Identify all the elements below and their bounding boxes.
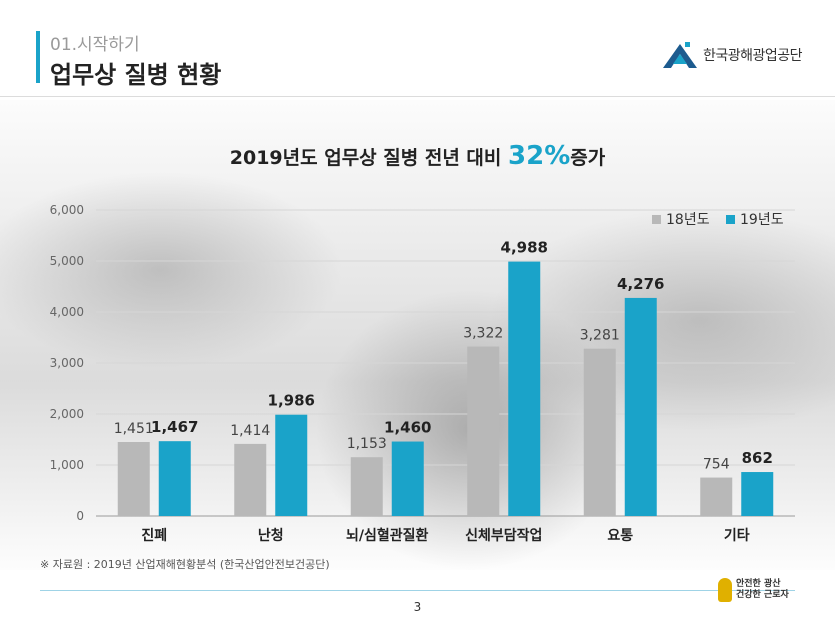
x-tick-label: 진폐 [141, 527, 167, 544]
bar-2019 [391, 441, 424, 516]
logo-icon [663, 42, 697, 68]
chart-heading-prefix: 2019년도 업무상 질병 전년 대비 [229, 147, 509, 169]
title-accent-bar [36, 31, 40, 83]
chart-heading-suffix: 증가 [570, 147, 606, 169]
x-tick-label: 뇌/심혈관질환 [346, 527, 429, 544]
bar-2019 [624, 297, 657, 516]
data-label: 862 [742, 449, 773, 467]
bar-2019 [158, 441, 191, 516]
bar-2018 [117, 441, 150, 516]
data-label: 1,467 [151, 418, 198, 436]
chart-heading: 2019년도 업무상 질병 전년 대비 32%증가 [0, 141, 835, 171]
footer-divider [40, 590, 795, 591]
source-note: ※ 자료원 : 2019년 산업재해현황분석 (한국산업안전보건공단) [40, 558, 330, 571]
legend-label: 19년도 [740, 212, 784, 228]
x-tick-label: 기타 [724, 528, 750, 544]
legend-swatch [652, 215, 661, 224]
y-tick-label: 6,000 [50, 203, 84, 217]
slogan-line-1: 안전한 광산 [736, 579, 781, 589]
logo-text: 한국광해광업공단 [703, 48, 803, 64]
legend-label: 18년도 [666, 212, 710, 228]
header-divider [0, 96, 835, 97]
bar-2019 [508, 261, 541, 516]
x-tick-label: 요통 [607, 528, 633, 544]
data-label: 4,988 [501, 239, 548, 257]
data-label: 754 [703, 457, 730, 473]
y-tick-label: 5,000 [50, 254, 84, 268]
bar-2018 [700, 477, 733, 516]
data-label: 1,460 [384, 419, 431, 437]
y-tick-label: 0 [76, 509, 84, 523]
y-tick-label: 2,000 [50, 407, 84, 421]
x-tick-label: 난청 [258, 527, 284, 544]
miner-icon [718, 578, 732, 602]
legend-swatch [726, 215, 735, 224]
company-logo: 한국광해광업공단 [663, 40, 803, 70]
bar-2018 [234, 443, 267, 516]
page-title: 업무상 질병 현황 [50, 61, 222, 89]
data-label: 4,276 [617, 275, 664, 293]
bar-2018 [350, 457, 383, 516]
page-number: 3 [413, 600, 422, 614]
y-tick-label: 1,000 [50, 458, 84, 472]
bar-2019 [275, 414, 308, 516]
bar-2018 [583, 348, 616, 516]
chart-heading-highlight: 32% [508, 141, 571, 171]
data-label: 1,451 [114, 421, 154, 437]
y-tick-label: 3,000 [50, 356, 84, 370]
section-subtitle: 01.시작하기 [50, 35, 140, 55]
x-tick-label: 신체부담작업 [465, 527, 542, 544]
bar-2019 [741, 472, 774, 516]
data-label: 1,414 [230, 423, 270, 439]
bar-2018 [467, 346, 500, 516]
y-tick-label: 4,000 [50, 305, 84, 319]
slogan-line-2: 건강한 근로자 [736, 590, 789, 600]
data-label: 1,153 [347, 436, 387, 452]
data-label: 3,281 [580, 328, 620, 344]
slogan-badge: 안전한 광산 건강한 근로자 [718, 578, 789, 602]
data-label: 3,322 [463, 326, 503, 342]
data-label: 1,986 [268, 392, 315, 410]
